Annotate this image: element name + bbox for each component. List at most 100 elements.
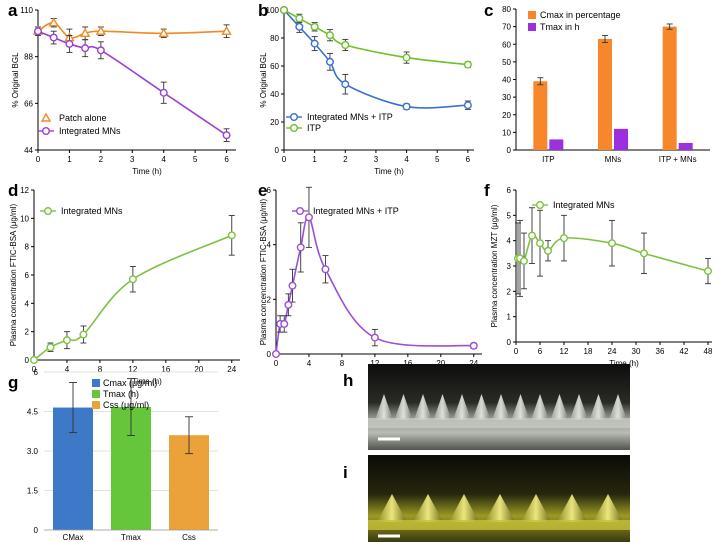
bar-0 [533, 81, 548, 150]
data-point [321, 265, 330, 274]
x-tick-label: 20 [436, 359, 445, 368]
series-line-0 [37, 21, 227, 39]
y-tick-label: 5 [507, 211, 512, 220]
panel-label-e: e [258, 181, 267, 200]
x-tick-label: 24 [469, 359, 478, 368]
photo-i-needles [377, 494, 623, 522]
x-tick-label: 16 [403, 359, 412, 368]
y-tick-label: 0 [25, 356, 30, 365]
y-tick-label: 6 [34, 368, 39, 377]
bar-1 [549, 139, 564, 150]
data-point [520, 256, 529, 265]
data-point [295, 22, 304, 31]
legend-label: Cmax in percentage [540, 10, 621, 20]
needle [433, 394, 452, 420]
data-point [469, 341, 478, 350]
needle [531, 394, 549, 420]
x-tick-label: 4 [307, 359, 312, 368]
data-point [463, 60, 472, 69]
y-tick-label: 0 [507, 338, 512, 347]
x-axis-title: Time (h) [609, 359, 639, 368]
y-axis-title: Plasma concenctration FTIC-BSA (μg/ml) [259, 198, 268, 345]
x-tick-label: 6 [538, 347, 543, 356]
x-tick-label: 30 [632, 347, 641, 356]
bar-1 [614, 128, 628, 150]
x-tick-label: 18 [584, 347, 593, 356]
data-point [325, 57, 334, 66]
y-tick-label: 40 [502, 76, 511, 85]
needle [570, 394, 588, 420]
data-point [284, 300, 293, 309]
x-tick-label: 42 [680, 347, 689, 356]
y-tick-label: 60 [502, 40, 511, 49]
legend-label: Css (μg/ml) [103, 400, 149, 410]
category-label: ITP [542, 155, 554, 164]
legend-label: Cmax (μg/ml) [103, 378, 157, 388]
legend-label: Integrated MNs [61, 206, 123, 216]
x-tick-label: 3 [130, 155, 135, 164]
needle [377, 494, 407, 522]
panel-a: 0 1 2 3 4 5 6 44 66 88 110 Time (h) % Original BGL a P… [8, 1, 236, 176]
x-tick-label: 16 [161, 365, 170, 374]
y-tick-label: 70 [502, 23, 511, 32]
data-point [159, 88, 168, 97]
bar-0 [598, 38, 612, 150]
x-axis-title: Time (h) [132, 377, 162, 386]
x-tick-label: 6 [466, 155, 471, 164]
x-tick-label: 0 [32, 365, 37, 374]
x-tick-label: 1 [67, 155, 72, 164]
legend-marker [42, 126, 51, 135]
data-point [310, 22, 319, 31]
data-point [221, 25, 232, 35]
x-tick-label: 4 [65, 365, 70, 374]
y-tick-label: 2 [25, 328, 30, 337]
legend-marker [296, 206, 305, 215]
panel-c: 0 10 20 30 40 50 60 70 80 ITP MNs ITP + MNs Cmax in … [484, 1, 710, 164]
needle [492, 394, 510, 420]
x-tick-label: 24 [227, 365, 236, 374]
y-tick-label: 0 [267, 350, 272, 359]
x-tick-label: 12 [128, 365, 137, 374]
data-point [295, 14, 304, 23]
needle [589, 394, 608, 420]
x-tick-label: 3 [374, 155, 379, 164]
legend-label: Integrated MNs + ITP [313, 206, 399, 216]
legend-label: Integrated MNs [553, 200, 615, 210]
panel-label-g: g [8, 373, 18, 392]
legend-label: ITP [307, 123, 321, 133]
data-point [49, 33, 58, 42]
panel-label-f: f [484, 181, 490, 200]
x-tick-label: 2 [99, 155, 104, 164]
data-point [95, 25, 107, 35]
data-point [704, 267, 713, 276]
x-tick-label: 1 [312, 155, 317, 164]
data-point [79, 27, 91, 38]
y-tick-label: 20 [270, 118, 279, 127]
x-tick-label: 0 [274, 359, 279, 368]
x-tick-label: 2 [343, 155, 348, 164]
legend-marker [290, 112, 299, 121]
needle [394, 394, 413, 420]
needle [609, 394, 627, 420]
category-label: ITP + MNs [659, 155, 697, 164]
legend-label: Patch alone [59, 113, 107, 123]
y-axis-title: Plasma concentration FTIC-BSA (μg/ml) [9, 203, 18, 346]
legend-label: Tmax in h [540, 22, 580, 32]
legend-marker [44, 206, 53, 215]
data-point [288, 281, 297, 290]
legend-marker [290, 123, 299, 132]
data-point [608, 239, 617, 248]
category-label: MNs [605, 155, 621, 164]
y-tick-label: 4 [25, 299, 30, 308]
legend-swatch [528, 11, 536, 19]
panel-g: 0 1.5 3.0 4.5 6 CMax Tmax Css Cmax (μg/ml)Tmax (… [8, 368, 218, 542]
y-tick-label: 80 [270, 34, 279, 43]
needle [521, 494, 551, 522]
needle [593, 494, 623, 522]
y-tick-label: 44 [24, 146, 33, 155]
panel-label-i: i [343, 463, 348, 482]
data-point [272, 350, 281, 359]
x-axis-title: Time (h) [374, 167, 404, 176]
y-tick-label: 0 [507, 146, 512, 155]
